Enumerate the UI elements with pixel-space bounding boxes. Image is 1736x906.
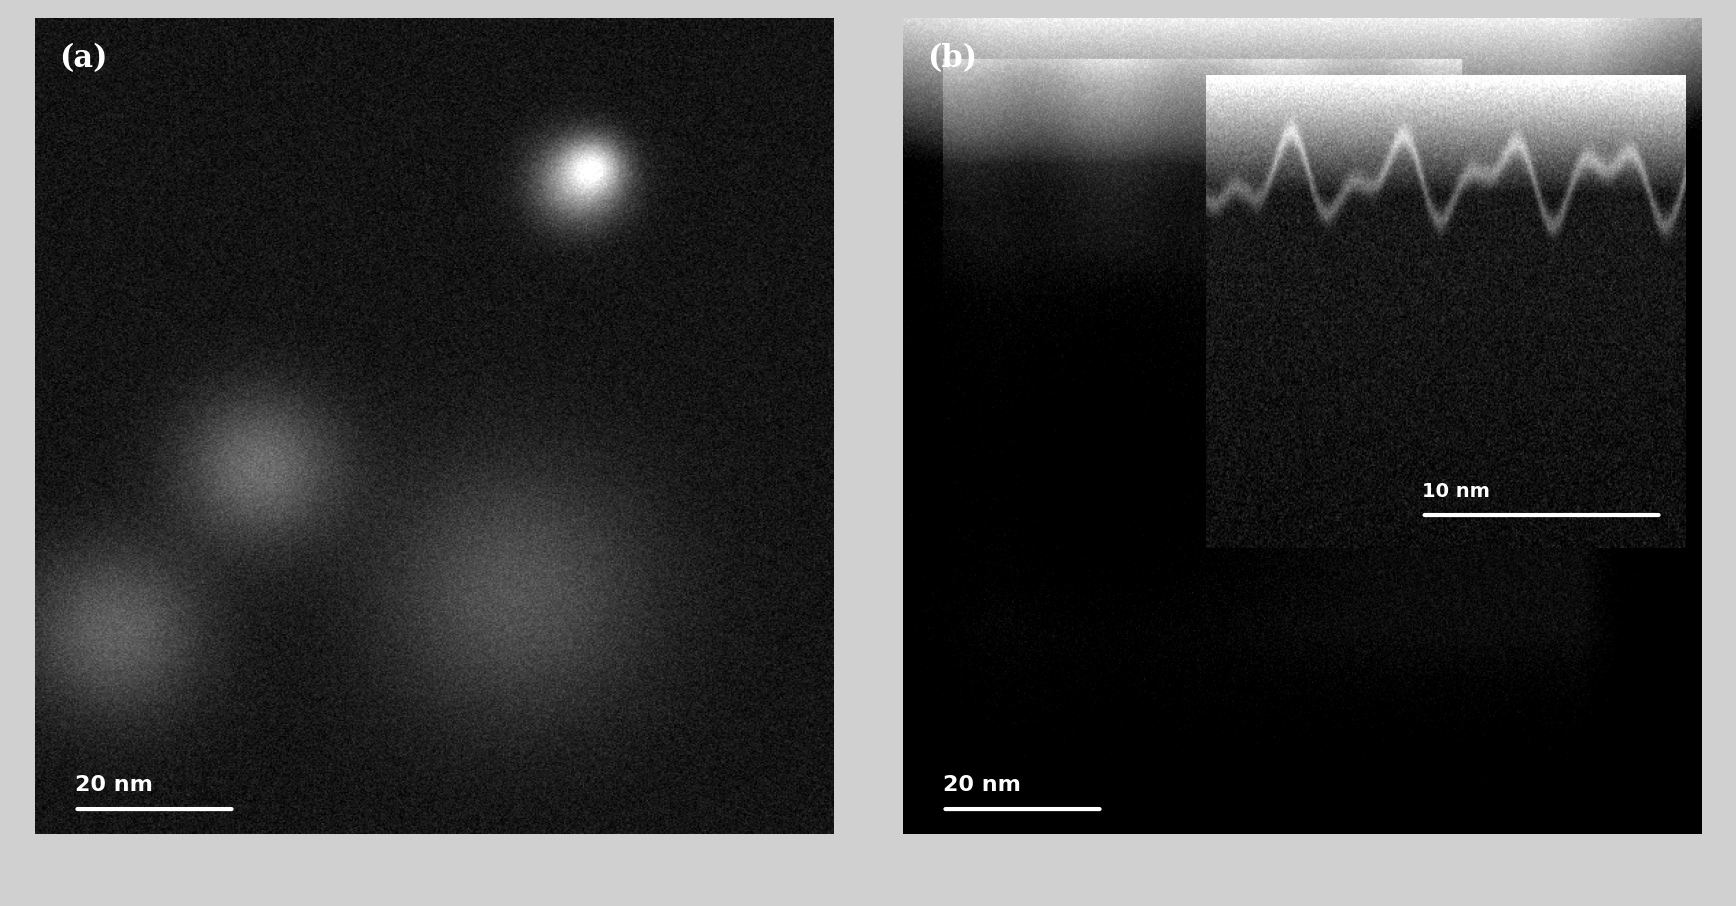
Text: 20 nm: 20 nm [75,775,153,795]
Text: (b): (b) [927,43,977,73]
Text: 20 nm: 20 nm [943,775,1021,795]
Text: (a): (a) [59,43,108,73]
